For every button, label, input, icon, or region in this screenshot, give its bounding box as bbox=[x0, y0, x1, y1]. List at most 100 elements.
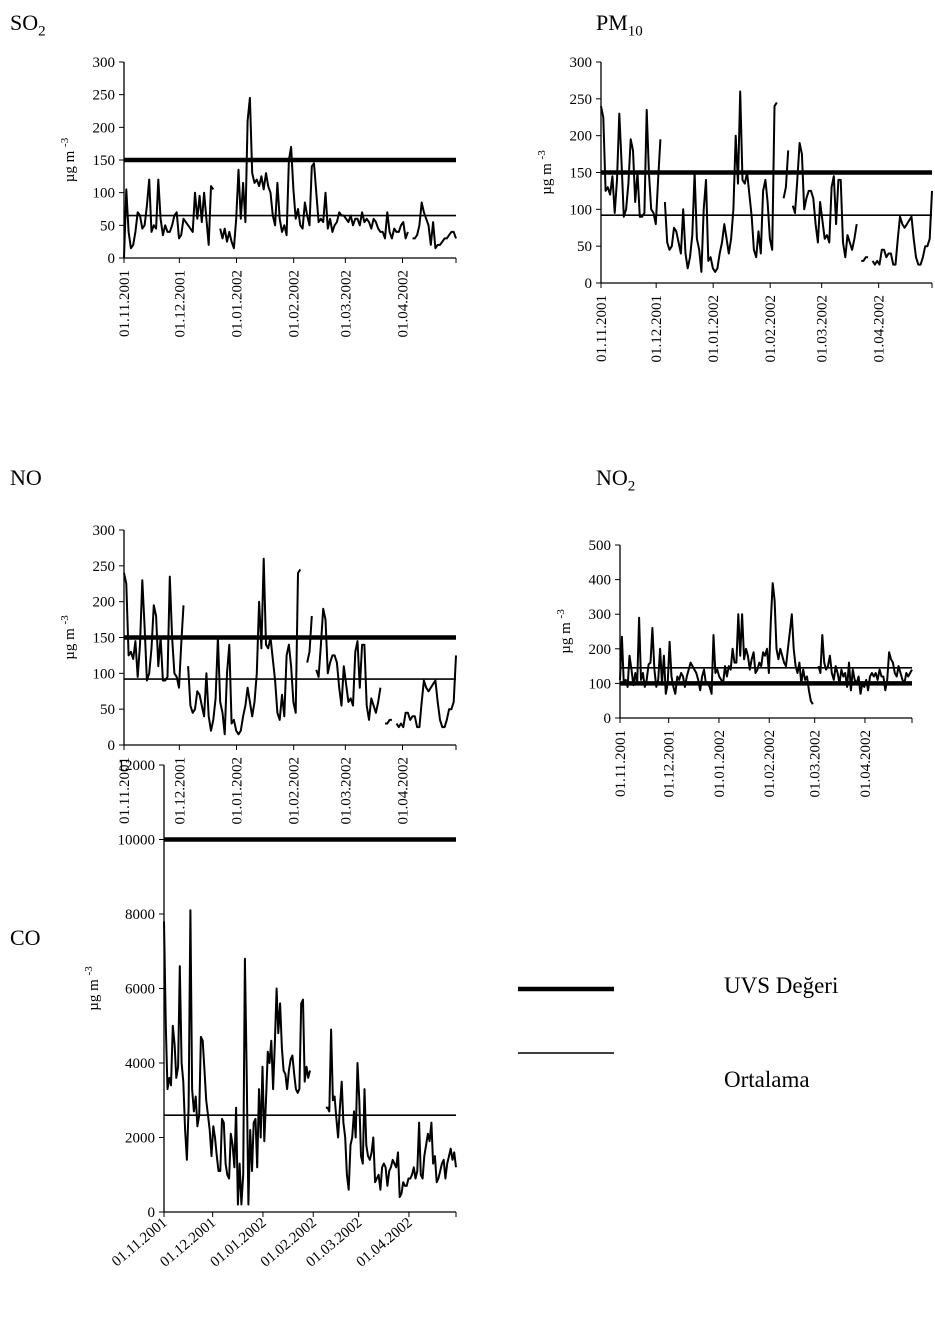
daily-series-line bbox=[123, 557, 457, 736]
x-tick-label: 01.12.2001 bbox=[662, 730, 678, 798]
y-axis-label-exponent: -3 bbox=[555, 609, 567, 619]
chart-title-main: NO bbox=[10, 465, 42, 490]
legend-uvs-label: UVS Değeri bbox=[724, 973, 839, 998]
y-tick-label: 200 bbox=[93, 120, 116, 136]
y-tick-label: 0 bbox=[585, 276, 593, 292]
y-tick-label: 0 bbox=[604, 711, 612, 727]
chart-3: 0 100 200 300 400 500 µg m -3 01.11.2001 01.12.2… bbox=[555, 538, 913, 798]
y-axis-label: µg m -3 bbox=[536, 150, 555, 195]
x-tick-label: 01.11.2001 bbox=[594, 295, 610, 362]
y-axis-label-base: µg m bbox=[86, 975, 102, 1010]
x-tick-label: 01.04.2002 bbox=[396, 270, 412, 338]
chart-2: 0 50 100 150 200 250 300 µg m -3 01.11.2001 01.12… bbox=[59, 523, 457, 825]
y-tick-label: 4000 bbox=[125, 1056, 155, 1072]
chart-title-sub: 10 bbox=[627, 23, 643, 40]
daily-series-line bbox=[600, 90, 933, 273]
y-tick-label: 100 bbox=[570, 202, 593, 218]
chart-title-main: PM bbox=[596, 10, 628, 35]
legend-avg-label: Ortalama bbox=[724, 1067, 810, 1092]
x-tick-label: 01.12.2001 bbox=[649, 295, 665, 363]
chart-title-no2: NO2 bbox=[596, 465, 635, 495]
y-tick-label: 10000 bbox=[118, 833, 156, 849]
x-tick-label: 01.02.2002 bbox=[762, 730, 778, 798]
y-axis-label-base: µg m bbox=[539, 159, 555, 194]
chart-4: 0 2000 4000 6000 8000 10000 12000 µg m -3 01.11.… bbox=[83, 758, 457, 1271]
chart-title-main: NO bbox=[596, 465, 628, 490]
y-axis-label-base: µg m bbox=[62, 624, 78, 659]
x-tick-label: 01.02.2002 bbox=[287, 270, 303, 338]
x-tick-label: 01.11.2001 bbox=[117, 270, 133, 337]
y-tick-label: 100 bbox=[589, 676, 612, 692]
y-tick-label: 200 bbox=[570, 129, 593, 145]
chart-title-no: NO bbox=[10, 465, 42, 495]
x-tick-label: 01.01.2002 bbox=[712, 730, 728, 798]
y-tick-label: 50 bbox=[100, 218, 115, 234]
chart-0: 0 50 100 150 200 250 300 µg m -3 01.11.2001 01.12… bbox=[59, 55, 457, 338]
y-tick-label: 300 bbox=[93, 523, 116, 539]
daily-series-line bbox=[619, 582, 913, 705]
y-tick-label: 50 bbox=[577, 239, 592, 255]
chart-title-so2: SO2 bbox=[10, 10, 46, 40]
y-tick-label: 8000 bbox=[125, 907, 155, 923]
y-tick-label: 250 bbox=[93, 88, 116, 104]
x-tick-label: 01.03.2002 bbox=[338, 270, 354, 338]
y-axis-label-base: µg m bbox=[558, 618, 574, 653]
y-tick-label: 200 bbox=[589, 642, 612, 658]
y-axis-label-exponent: -3 bbox=[59, 615, 71, 625]
y-tick-label: 150 bbox=[93, 631, 116, 647]
x-tick-label: 01.04.2002 bbox=[858, 730, 874, 798]
y-tick-label: 100 bbox=[93, 666, 116, 682]
y-tick-label: 300 bbox=[589, 607, 612, 623]
x-tick-label: 01.02.2002 bbox=[763, 295, 779, 363]
y-tick-label: 300 bbox=[570, 55, 593, 71]
x-tick-label: 01.11.2001 bbox=[117, 757, 133, 824]
chart-1: 0 50 100 150 200 250 300 µg m -3 01.11.2001 01.12… bbox=[536, 55, 933, 363]
y-axis-label-exponent: -3 bbox=[83, 966, 95, 976]
y-axis-label: µg m -3 bbox=[83, 966, 102, 1011]
x-tick-label: 01.01.2002 bbox=[706, 295, 722, 363]
y-tick-label: 0 bbox=[108, 251, 116, 267]
chart-title-main: CO bbox=[10, 925, 41, 950]
x-tick-label: 01.04.2002 bbox=[396, 757, 412, 825]
y-axis-label: µg m -3 bbox=[555, 609, 574, 654]
y-tick-label: 12000 bbox=[118, 758, 156, 774]
x-tick-label: 01.03.2002 bbox=[338, 757, 354, 825]
y-tick-label: 400 bbox=[589, 573, 612, 589]
y-axis-label: µg m -3 bbox=[59, 137, 78, 182]
x-tick-label: 01.03.2002 bbox=[815, 295, 831, 363]
y-tick-label: 150 bbox=[93, 153, 116, 169]
x-tick-label: 01.02.2002 bbox=[287, 757, 303, 825]
y-tick-label: 300 bbox=[93, 55, 116, 71]
x-tick-label: 01.01.2002 bbox=[230, 757, 246, 825]
x-tick-label: 01.04.2002 bbox=[872, 295, 888, 363]
x-tick-label: 01.03.2002 bbox=[808, 730, 824, 798]
daily-series-line bbox=[123, 96, 457, 259]
chart-title-sub: 2 bbox=[627, 478, 636, 495]
y-tick-label: 250 bbox=[93, 559, 116, 575]
y-tick-label: 150 bbox=[570, 166, 593, 182]
chart-title-sub: 2 bbox=[38, 23, 46, 40]
y-axis-label-exponent: -3 bbox=[536, 150, 548, 160]
x-tick-label: 01.04.2002 bbox=[354, 1215, 416, 1271]
chart-title-pm10: PM10 bbox=[596, 10, 643, 40]
chart-title-co: CO bbox=[10, 925, 41, 955]
x-tick-label: 01.12.2001 bbox=[172, 757, 188, 825]
y-axis-label: µg m -3 bbox=[59, 615, 78, 660]
x-tick-label: 01.12.2001 bbox=[172, 270, 188, 338]
daily-series-line bbox=[163, 909, 457, 1206]
x-tick-label: 01.11.2001 bbox=[613, 730, 629, 797]
y-tick-label: 200 bbox=[93, 595, 116, 611]
x-tick-label: 01.01.2002 bbox=[230, 270, 246, 338]
y-tick-label: 500 bbox=[589, 538, 612, 554]
y-axis-label-base: µg m bbox=[62, 147, 78, 182]
y-tick-label: 2000 bbox=[125, 1131, 155, 1147]
y-tick-label: 0 bbox=[148, 1205, 156, 1221]
chart-title-main: SO bbox=[10, 10, 39, 35]
y-tick-label: 50 bbox=[100, 702, 115, 718]
y-tick-label: 0 bbox=[108, 738, 116, 754]
y-tick-label: 250 bbox=[570, 92, 593, 108]
y-axis-label-exponent: -3 bbox=[59, 137, 71, 147]
y-tick-label: 100 bbox=[93, 186, 116, 202]
y-tick-label: 6000 bbox=[125, 982, 155, 998]
